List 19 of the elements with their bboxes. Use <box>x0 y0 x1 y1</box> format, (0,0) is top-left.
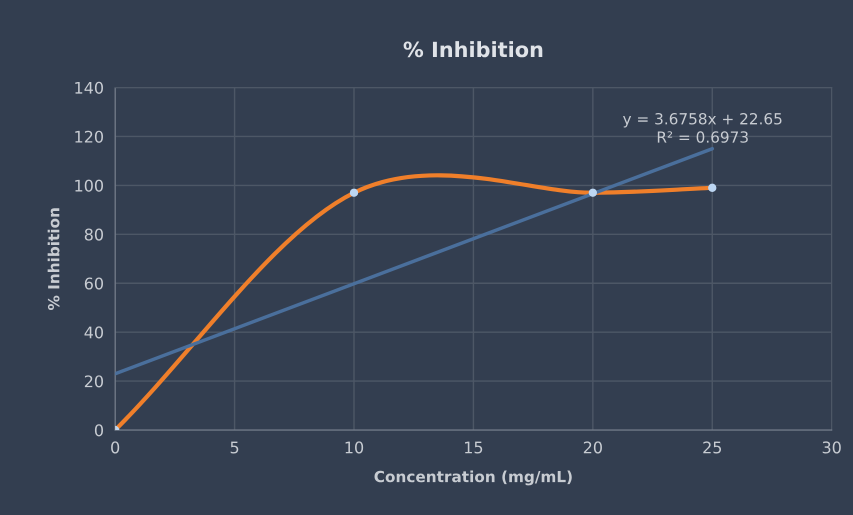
chart-title: % Inhibition <box>404 41 542 58</box>
x-tick-label: 10 <box>346 441 364 454</box>
y-tick-label: 0 <box>94 424 103 436</box>
y-tick-label: 120 <box>75 130 103 143</box>
y-tick-label: 80 <box>84 228 103 241</box>
y-tick-label: 20 <box>84 375 103 388</box>
annotation: y = 3.6758x + 22.65 R² = 0.6973 <box>623 112 782 143</box>
y-axis-title: % Inhibition <box>48 208 60 310</box>
y-tick-label: 40 <box>84 326 103 338</box>
y-tick-label: 100 <box>75 180 103 192</box>
x-tick-label: 5 <box>230 442 238 454</box>
x-axis-title: Concentration (mg/mL) <box>374 470 572 486</box>
y-tick-label: 140 <box>75 82 103 94</box>
x-tick-label: 30 <box>822 441 841 454</box>
x-tick-label: 20 <box>584 441 602 454</box>
y-tick-label: 60 <box>84 277 103 290</box>
x-tick-label: 25 <box>703 441 722 454</box>
x-tick-label: 15 <box>465 442 482 454</box>
x-tick-label: 0 <box>111 441 120 454</box>
